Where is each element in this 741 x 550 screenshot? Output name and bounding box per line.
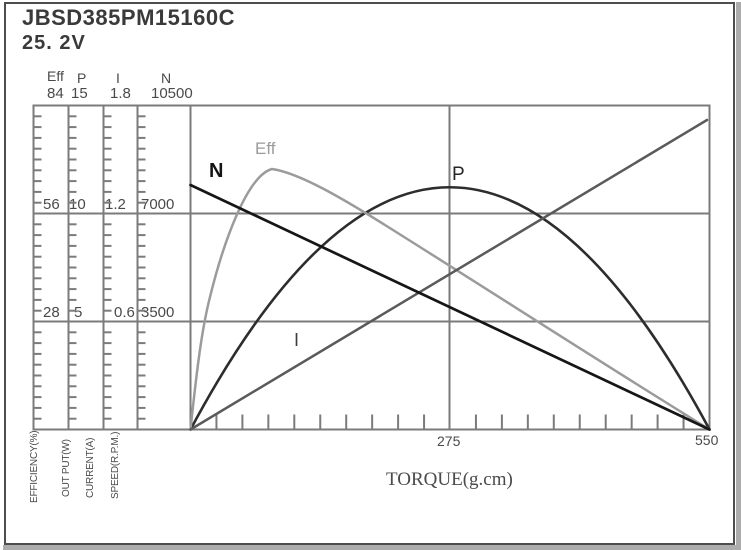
speed-curve-label: N [209, 160, 224, 182]
scale-mid-n: 7000 [141, 196, 175, 213]
scale-name-eff: Eff [47, 68, 64, 84]
scale-name-i: I [116, 70, 120, 86]
scale-mid-p: 10 [69, 196, 86, 213]
page-shadow-right [736, 2, 741, 550]
scale-name-n: N [161, 70, 172, 86]
scale-max-n: 10500 [151, 85, 193, 102]
scale-name-p: P [77, 70, 87, 86]
scale-max-i: 1.8 [110, 85, 131, 102]
efficiency-curve-label: Eff [255, 139, 276, 158]
x-tick-label-550: 550 [695, 432, 719, 448]
axis-name-efficiency: EFFICIENCY(%) [29, 430, 40, 503]
scale-mid-i: 1.2 [105, 196, 126, 213]
scale-mid-eff: 56 [43, 196, 60, 213]
voltage-label: 25. 2V [22, 32, 86, 54]
chart-frame [4, 2, 735, 545]
model-title: JBSD385PM15160C [22, 5, 235, 30]
scale-low-p: 5 [74, 304, 83, 321]
axis-name-current: CURRENT(A) [85, 437, 96, 498]
scale-low-i: 0.6 [114, 304, 135, 321]
scale-max-eff: 84 [47, 85, 64, 102]
current-curve [189, 118, 709, 431]
scale-low-n: 3500 [141, 304, 175, 321]
axis-name-output: OUT PUT(W) [61, 439, 72, 497]
speed-curve [189, 183, 711, 431]
page-shadow-bottom [3, 545, 741, 550]
efficiency-curve [189, 167, 711, 431]
power-curve-label: P [452, 164, 465, 185]
axis-tick-marks [33, 115, 685, 430]
scale-low-eff: 28 [43, 304, 60, 321]
power-curve [189, 186, 711, 431]
current-curve-label: I [294, 330, 300, 350]
x-tick-label-275: 275 [437, 433, 461, 449]
torque-axis-label: TORQUE(g.cm) [386, 469, 513, 490]
axis-name-speed: SPEED(R.P.M.) [110, 431, 121, 499]
scale-max-p: 15 [71, 85, 88, 102]
